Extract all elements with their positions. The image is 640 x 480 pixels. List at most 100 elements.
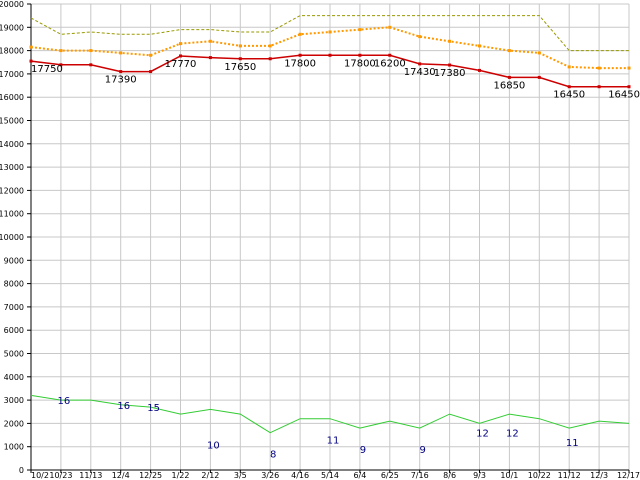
series-1-point-9 bbox=[298, 32, 302, 36]
series-1-point-16 bbox=[507, 49, 511, 53]
series-1-point-0 bbox=[29, 45, 33, 49]
y-tick-label-9: 9000 bbox=[4, 256, 24, 265]
series-2-point-13 bbox=[418, 62, 422, 66]
price-label-0: 17750 bbox=[31, 64, 63, 75]
y-tick-label-6: 6000 bbox=[4, 326, 24, 335]
y-tick-label-1: 1000 bbox=[4, 443, 24, 452]
y-tick-label-14: 14000 bbox=[0, 140, 24, 149]
series-line-0 bbox=[30, 15, 629, 52]
y-tick-label-15: 15000 bbox=[0, 117, 24, 126]
y-tick-label-18: 18000 bbox=[0, 47, 24, 56]
x-tick-label-11: 6/4 bbox=[353, 471, 366, 480]
series-1-point-11 bbox=[358, 28, 362, 32]
series-1-point-19 bbox=[597, 66, 601, 70]
count-label-3: 10 bbox=[207, 440, 220, 451]
series-2-point-5 bbox=[179, 54, 182, 58]
x-tick-label-1: 10/23 bbox=[49, 471, 72, 480]
count-label-1: 16 bbox=[117, 401, 130, 412]
series-2-point-8 bbox=[268, 57, 272, 61]
series-1-point-20 bbox=[627, 66, 631, 70]
y-tick-label-17: 17000 bbox=[0, 70, 24, 79]
series-1-point-2 bbox=[89, 49, 93, 53]
x-axis-tick-labels: 10/2 10/23 11/13 12/4 12/25 1/22 2/12 3/5 3/26 4/… bbox=[30, 470, 640, 480]
series-2-point-14 bbox=[448, 63, 452, 67]
series-2-point-17 bbox=[537, 75, 541, 79]
series-1-point-4 bbox=[149, 53, 153, 57]
series-1-point-1 bbox=[59, 49, 63, 53]
price-label-9: 16850 bbox=[493, 80, 525, 91]
series-1-point-5 bbox=[179, 42, 182, 46]
y-axis-tick-labels: 0 1000 2000 3000 4000 5000 6000 7000 8000 9000 100… bbox=[0, 0, 31, 475]
series-2-point-6 bbox=[208, 56, 212, 60]
count-label-6: 9 bbox=[360, 445, 366, 456]
series-2-point-16 bbox=[507, 75, 511, 79]
series-2-point-1 bbox=[59, 63, 63, 67]
series-2-point-20 bbox=[627, 85, 631, 89]
price-label-3: 17650 bbox=[224, 62, 256, 73]
y-tick-label-13: 13000 bbox=[0, 163, 24, 172]
y-tick-label-4: 4000 bbox=[4, 373, 24, 382]
series-1-point-10 bbox=[328, 30, 332, 34]
x-tick-label-14: 8/6 bbox=[443, 471, 456, 480]
price-label-8: 17380 bbox=[434, 68, 466, 79]
y-tick-label-2: 2000 bbox=[4, 419, 24, 428]
x-tick-label-13: 7/16 bbox=[411, 471, 429, 480]
series-2-point-15 bbox=[478, 68, 481, 72]
series-2-point-0 bbox=[29, 59, 33, 63]
count-label-10: 11 bbox=[566, 438, 579, 449]
series-2-point-3 bbox=[119, 70, 123, 74]
series-2-point-4 bbox=[149, 70, 153, 74]
x-tick-label-6: 2/12 bbox=[201, 471, 219, 480]
x-tick-label-16: 10/1 bbox=[500, 471, 518, 480]
series-1-point-3 bbox=[119, 51, 123, 55]
x-tick-label-7: 3/5 bbox=[234, 471, 247, 480]
x-tick-label-2: 11/13 bbox=[79, 471, 102, 480]
x-tick-label-9: 4/16 bbox=[291, 471, 309, 480]
price-label-11: 16450 bbox=[608, 90, 640, 101]
x-tick-label-15: 9/3 bbox=[473, 471, 486, 480]
price-label-1: 17390 bbox=[105, 75, 137, 86]
y-tick-label-19: 19000 bbox=[0, 23, 24, 32]
count-label-0: 16 bbox=[58, 396, 71, 407]
y-tick-label-12: 12000 bbox=[0, 186, 24, 195]
y-tick-label-3: 3000 bbox=[4, 396, 24, 405]
count-label-7: 9 bbox=[420, 445, 426, 456]
series-2-point-2 bbox=[89, 63, 93, 67]
grid bbox=[30, 3, 630, 471]
price-label-4: 17800 bbox=[284, 58, 316, 69]
series-2-point-19 bbox=[597, 85, 601, 89]
x-tick-label-10: 5/14 bbox=[321, 471, 339, 480]
count-label-8: 12 bbox=[476, 429, 489, 440]
x-tick-label-19: 12/3 bbox=[590, 471, 608, 480]
x-tick-label-5: 1/22 bbox=[172, 471, 190, 480]
x-tick-label-18: 11/12 bbox=[558, 471, 581, 480]
series-1-point-7 bbox=[238, 44, 242, 48]
price-label-6: 16200 bbox=[374, 58, 406, 69]
y-tick-label-20: 20000 bbox=[0, 0, 24, 9]
y-tick-label-8: 8000 bbox=[4, 280, 24, 289]
price-label-10: 16450 bbox=[553, 90, 585, 101]
count-label-4: 8 bbox=[270, 450, 276, 461]
x-tick-label-0: 10/2 bbox=[31, 471, 49, 480]
y-tick-label-16: 16000 bbox=[0, 93, 24, 102]
x-tick-label-20: 12/17 bbox=[617, 471, 640, 480]
series-2-point-11 bbox=[358, 53, 362, 57]
x-tick-label-17: 10/22 bbox=[528, 471, 551, 480]
price-label-2: 17770 bbox=[165, 59, 197, 70]
x-tick-label-12: 6/25 bbox=[381, 471, 399, 480]
series-2-point-9 bbox=[298, 53, 302, 57]
series-1-point-15 bbox=[478, 44, 481, 48]
price-label-5: 17800 bbox=[344, 58, 376, 69]
series-1-point-14 bbox=[448, 39, 452, 43]
y-tick-label-7: 7000 bbox=[4, 303, 24, 312]
x-tick-label-4: 12/25 bbox=[139, 471, 162, 480]
series-1-point-13 bbox=[418, 35, 422, 39]
series-2-point-12 bbox=[388, 53, 392, 57]
series-2-point-10 bbox=[328, 53, 332, 57]
y-tick-label-5: 5000 bbox=[4, 350, 24, 359]
x-tick-label-8: 3/26 bbox=[261, 471, 279, 480]
count-label-9: 12 bbox=[506, 429, 519, 440]
